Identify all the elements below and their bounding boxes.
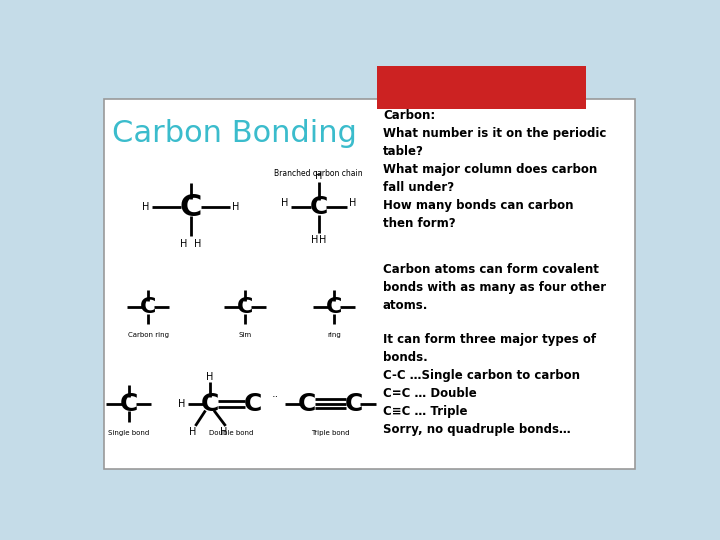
Text: C: C <box>243 392 262 416</box>
Text: H: H <box>232 202 239 212</box>
Text: H: H <box>319 234 326 245</box>
Text: H: H <box>220 427 228 437</box>
Text: C: C <box>298 392 316 416</box>
Text: Carbon ring: Carbon ring <box>127 332 168 338</box>
Text: C: C <box>326 298 342 318</box>
Text: Carbon:
What number is it on the periodic
table?
What major column does carbon
f: Carbon: What number is it on the periodi… <box>383 110 606 231</box>
Text: Carbon atoms can form covalent
bonds with as many as four other
atoms.: Carbon atoms can form covalent bonds wit… <box>383 264 606 313</box>
Text: C: C <box>120 392 138 416</box>
Text: It can form three major types of
bonds.
C-C …Single carbon to carbon
C=C … Doubl: It can form three major types of bonds. … <box>383 333 596 436</box>
Text: ..: .. <box>272 389 279 400</box>
Text: H: H <box>315 171 323 181</box>
Text: ring: ring <box>328 332 341 338</box>
Text: H: H <box>207 373 214 382</box>
Text: C: C <box>201 392 220 416</box>
Text: H: H <box>178 399 185 409</box>
Text: C: C <box>237 298 253 318</box>
Text: C: C <box>140 298 156 318</box>
Text: C: C <box>179 193 202 222</box>
Text: Carbon Bonding: Carbon Bonding <box>112 119 356 148</box>
Text: Single bond: Single bond <box>108 430 149 436</box>
Text: Double bond: Double bond <box>210 430 253 436</box>
Text: H: H <box>281 198 288 208</box>
Text: Branched carbon chain: Branched carbon chain <box>274 168 363 178</box>
Text: H: H <box>194 239 202 249</box>
Text: H: H <box>349 198 356 208</box>
Text: Triple bond: Triple bond <box>311 430 349 436</box>
Text: Sim: Sim <box>238 332 251 338</box>
Text: H: H <box>189 427 197 437</box>
FancyBboxPatch shape <box>377 66 586 109</box>
FancyBboxPatch shape <box>104 99 635 469</box>
Text: H: H <box>311 234 318 245</box>
Text: H: H <box>142 202 150 212</box>
Text: C: C <box>344 392 363 416</box>
Text: C: C <box>310 195 328 219</box>
Text: H: H <box>180 239 187 249</box>
